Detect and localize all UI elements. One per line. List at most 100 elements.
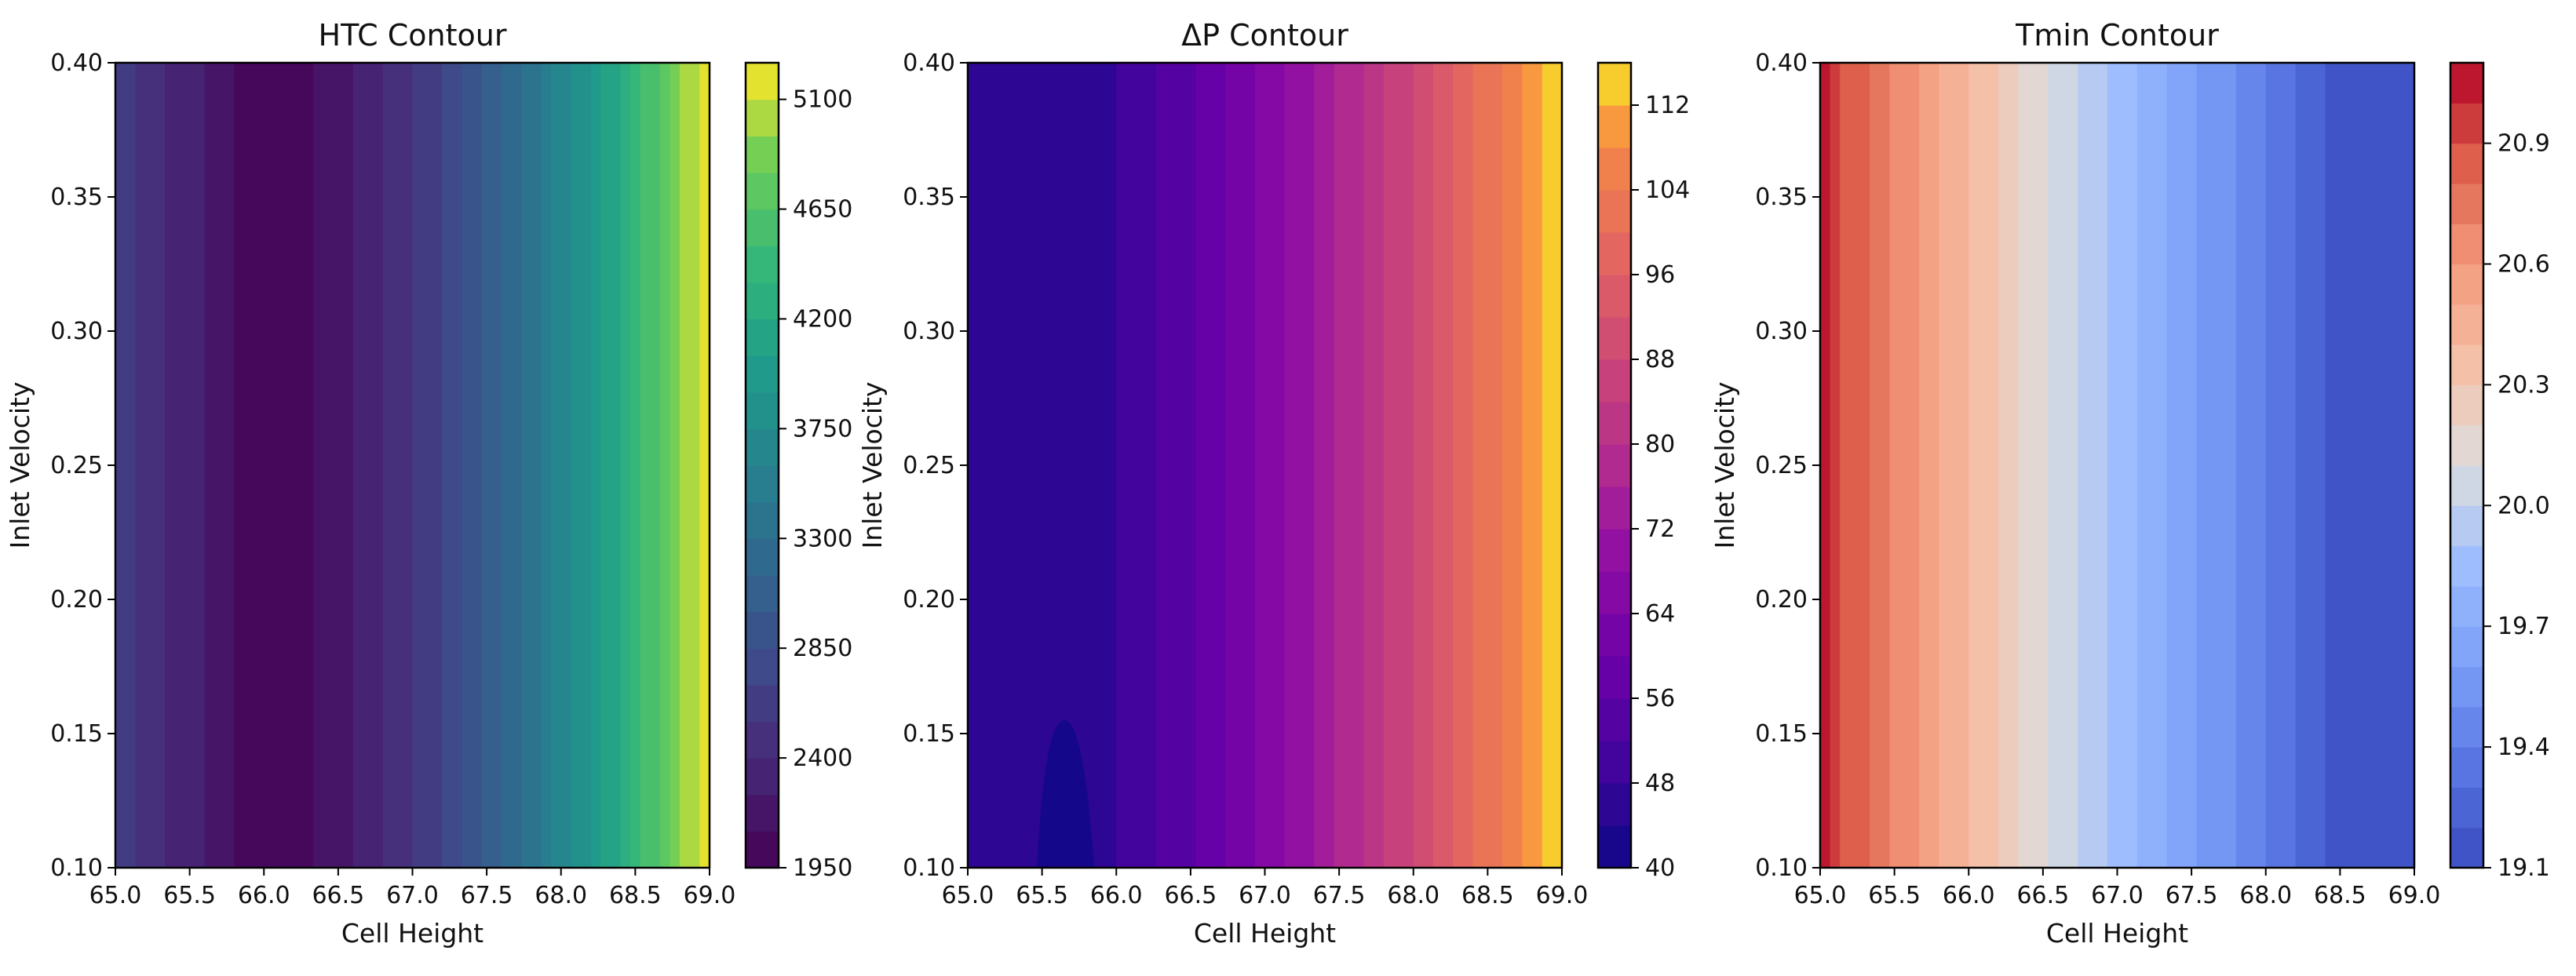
contour-band xyxy=(1978,63,1990,868)
colorbar-level xyxy=(746,831,779,869)
contour-band xyxy=(2265,63,2277,868)
contour-band xyxy=(670,63,680,868)
x-tick-label: 68.5 xyxy=(2314,882,2366,909)
contour-band xyxy=(1304,63,1315,868)
x-tick-label: 66.0 xyxy=(238,882,290,909)
contour-band xyxy=(1423,63,1434,868)
colorbar-level xyxy=(746,794,779,832)
contour-band xyxy=(630,63,641,868)
colorbar-tick-label: 3300 xyxy=(793,525,852,552)
contour-band xyxy=(254,63,265,868)
colorbar-tick-label: 19.1 xyxy=(2498,854,2550,882)
colorbar-tick-label: 19.7 xyxy=(2498,613,2550,640)
y-axis-label: Inlet Velocity xyxy=(857,381,888,548)
contour-band xyxy=(165,63,176,868)
contour-band xyxy=(2216,63,2228,868)
contour-band xyxy=(1116,63,1127,868)
contour-band xyxy=(343,63,354,868)
contour-field xyxy=(968,63,1563,868)
colorbar-level xyxy=(2450,465,2483,506)
contour-band xyxy=(1294,63,1305,868)
contour-band xyxy=(1175,63,1187,868)
x-tick-label: 69.0 xyxy=(1536,882,1589,909)
colorbar-tick-label: 112 xyxy=(1645,92,1690,119)
contour-band xyxy=(1909,63,1920,868)
x-tick-label: 65.5 xyxy=(1868,882,1921,909)
contour-band xyxy=(2335,63,2346,868)
y-tick-label: 0.20 xyxy=(903,586,955,614)
x-tick-label: 66.0 xyxy=(1090,882,1143,909)
contour-band xyxy=(2136,63,2148,868)
contour-band xyxy=(1919,63,1930,868)
colorbar-level xyxy=(746,758,779,796)
contour-band xyxy=(2305,63,2316,868)
contour-band xyxy=(620,63,631,868)
colorbar-tick-label: 1950 xyxy=(793,854,852,882)
contour-band xyxy=(1522,63,1533,868)
contour-band xyxy=(521,63,532,868)
contour-band xyxy=(1403,63,1414,868)
y-tick-label: 0.40 xyxy=(50,49,103,77)
contour-band xyxy=(1284,63,1296,868)
contour-band xyxy=(541,63,552,868)
contour-band xyxy=(363,63,374,868)
x-tick-label: 66.5 xyxy=(312,882,364,909)
y-tick-label: 0.30 xyxy=(50,318,103,345)
contour-band xyxy=(491,63,502,868)
contour-band xyxy=(1086,63,1097,868)
contour-band xyxy=(689,63,701,868)
contour-band xyxy=(462,63,473,868)
contour-band xyxy=(135,63,146,868)
contour-band xyxy=(580,63,592,868)
contour-band xyxy=(1462,63,1474,868)
contour-band xyxy=(2355,63,2366,868)
x-axis-label: Cell Height xyxy=(341,918,483,949)
y-tick-label: 0.40 xyxy=(1755,49,1808,77)
contour-band xyxy=(1076,63,1088,868)
colorbar-level xyxy=(746,428,779,466)
y-tick-label: 0.20 xyxy=(50,586,103,614)
contour-band xyxy=(1314,63,1325,868)
contour-band xyxy=(1215,63,1226,868)
contour-band xyxy=(1552,63,1563,868)
contour-band xyxy=(451,63,463,868)
contour-band xyxy=(968,63,979,868)
contour-band xyxy=(2374,63,2385,868)
y-tick-label: 0.20 xyxy=(1755,586,1808,614)
contour-band xyxy=(2325,63,2336,868)
contour-band xyxy=(1483,63,1494,868)
colorbar-level xyxy=(1598,571,1631,614)
colorbar-level xyxy=(2450,304,2483,345)
colorbar-level xyxy=(2450,585,2483,627)
contour-band xyxy=(2057,63,2069,868)
contour-band xyxy=(2226,63,2237,868)
contour-band xyxy=(531,63,542,868)
contour-band xyxy=(600,63,611,868)
contour-band xyxy=(1899,63,1910,868)
colorbar-level xyxy=(2450,103,2483,144)
contour-band xyxy=(1840,63,1851,868)
colorbar-level xyxy=(2450,666,2483,708)
colorbar-level xyxy=(746,684,779,723)
contour-band xyxy=(481,63,493,868)
y-tick-label: 0.30 xyxy=(903,318,955,345)
contour-band xyxy=(1245,63,1256,868)
contour-band xyxy=(1264,63,1275,868)
contour-band xyxy=(1067,63,1078,868)
chart-title: ΔP Contour xyxy=(1181,18,1348,53)
y-tick-label: 0.10 xyxy=(903,854,955,882)
contour-band xyxy=(1155,63,1167,868)
colorbar-level xyxy=(746,99,779,137)
contour-band xyxy=(1859,63,1870,868)
colorbar-level xyxy=(2450,424,2483,466)
panel-3: Tmin Contour 65.0 65.5 66.0 66.5 67.0 67.5 68.0… xyxy=(1709,18,2550,949)
colorbar-level xyxy=(1598,63,1631,106)
contour-band xyxy=(2394,63,2406,868)
x-tick-label: 69.0 xyxy=(2388,882,2441,909)
contour-band xyxy=(2048,63,2059,868)
contour-band xyxy=(1820,63,1831,868)
contour-band xyxy=(244,63,255,868)
contour-band xyxy=(610,63,622,868)
contour-band xyxy=(1374,63,1385,868)
x-tick-label: 67.5 xyxy=(2166,882,2218,909)
